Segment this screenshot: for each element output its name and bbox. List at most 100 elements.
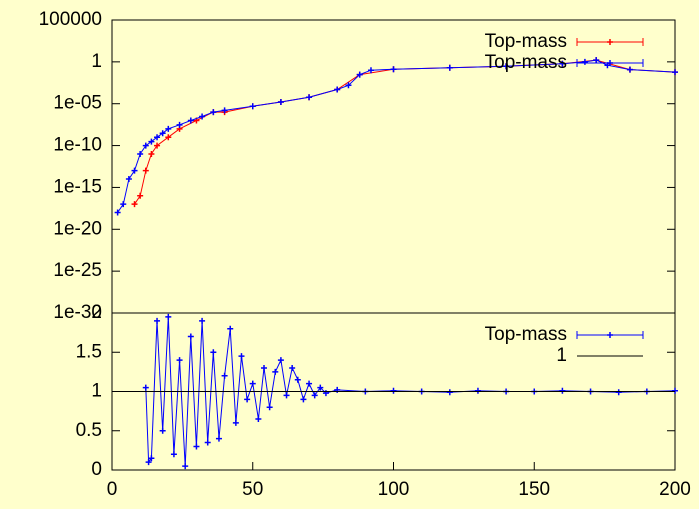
y-tick-label: 1e-05 [53,93,102,114]
point [165,125,172,132]
point [255,415,262,422]
point [261,364,268,371]
point [277,99,284,106]
point [317,384,324,391]
x-tick-label: 50 [242,479,263,500]
y-tick-label: 0 [91,459,102,480]
x-tick-label: 0 [107,479,118,500]
x-tick-label: 200 [659,479,691,500]
y-tick-label: 1e-15 [53,176,102,197]
point [581,58,588,65]
point [615,389,622,396]
point [148,138,155,145]
point [356,71,363,78]
point [199,317,206,324]
point [249,103,256,110]
point [193,443,200,450]
point [187,333,194,340]
point [154,317,161,324]
point [165,313,172,320]
point [199,113,206,120]
point [306,380,313,387]
y-tick-label: 1 [91,51,102,72]
point [137,192,144,199]
point [159,130,166,137]
point [593,57,600,64]
point [176,121,183,128]
point [306,94,313,101]
point [446,64,453,71]
point [390,66,397,73]
x-tick-label: 150 [518,479,550,500]
legend-label: Top-mass [485,324,567,345]
point [159,427,166,434]
point [154,134,161,141]
point [244,396,251,403]
point [334,86,341,93]
point [114,209,121,216]
point [165,134,172,141]
point [390,387,397,394]
point [300,396,307,403]
point [283,392,290,399]
point [142,384,149,391]
point [204,439,211,446]
point [148,150,155,157]
legend-label: Top-mass [485,52,567,73]
y-tick-label: 0.5 [76,420,102,441]
point [227,325,234,332]
point [559,60,566,67]
point [215,435,222,442]
point [559,387,566,394]
point [272,368,279,375]
y-tick-label: 1e-25 [53,260,102,281]
point [238,353,245,360]
y-tick-label: 1e-30 [53,302,102,323]
point [142,167,149,174]
y-tick-label: 1e-10 [53,135,102,156]
point [266,404,273,411]
point [137,150,144,157]
point [345,82,352,89]
y-tick-label: 1e-20 [53,218,102,239]
point [474,387,481,394]
series-line [134,59,676,205]
legend-swatch [607,39,613,45]
legend-label: 1 [556,345,567,366]
point [672,387,678,394]
point [503,63,510,70]
point [182,463,189,470]
point [232,419,239,426]
point [289,364,296,371]
point [131,167,138,174]
point [221,372,228,379]
point [367,67,374,74]
y-tick-label: 2 [91,302,102,323]
y-tick-label: 1 [91,381,102,402]
x-tick-label: 100 [378,479,410,500]
point [294,376,301,383]
point [277,357,284,364]
plot-frame [111,19,676,314]
point [145,459,152,466]
legend-label: Top-mass [485,31,567,52]
point [120,201,127,208]
series-line [117,59,676,213]
point [311,392,318,399]
point [170,451,177,458]
point [626,66,633,73]
point [154,142,161,149]
point [446,389,453,396]
point [125,176,132,183]
legend-swatch [607,60,613,66]
point [187,117,194,124]
point [131,201,138,208]
point [221,107,228,114]
point [142,142,149,149]
point [672,69,678,76]
point [210,109,217,116]
point [176,357,183,364]
legend-swatch [607,332,613,338]
